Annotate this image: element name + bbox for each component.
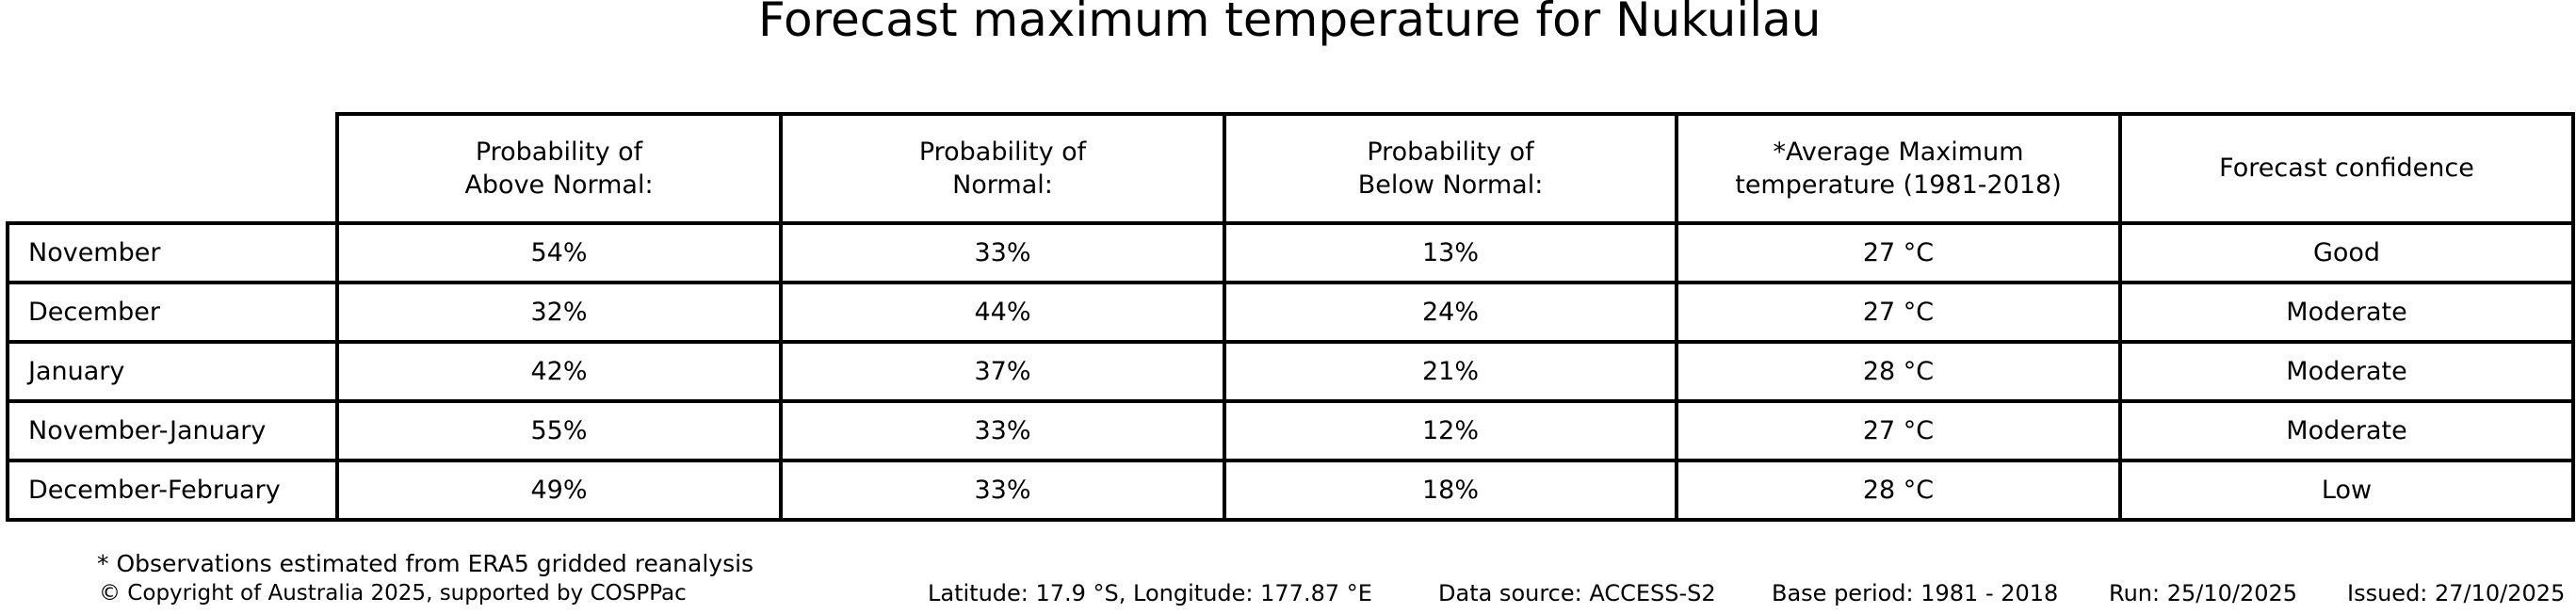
header-cell-forecast-confidence: Forecast confidence	[2118, 112, 2575, 225]
table-header: Probability of Above Normal: Probability…	[8, 112, 2575, 225]
header-line: Probability of	[1367, 137, 1534, 167]
normal-cell: 33%	[779, 221, 1226, 284]
average-max-temp-cell: 28 °C	[1675, 340, 2122, 403]
table-body: November 54% 33% 13% 27 °C Good December…	[6, 221, 2575, 522]
observations-footnote: * Observations estimated from ERA5 gridd…	[97, 550, 754, 577]
confidence-cell: Low	[2118, 459, 2575, 522]
above-normal-cell: 42%	[335, 340, 783, 403]
table-row-december-february: December-February 49% 33% 18% 28 °C Low	[6, 459, 2575, 522]
above-normal-cell: 32%	[335, 281, 783, 344]
normal-cell: 33%	[779, 399, 1226, 462]
table-row-november-january: November-January 55% 33% 12% 27 °C Moder…	[6, 399, 2575, 462]
header-line: Below Normal:	[1357, 170, 1544, 200]
header-cell-blank	[8, 114, 337, 223]
header-cell-below-normal: Probability of Below Normal:	[1223, 112, 1678, 225]
header-row: Probability of Above Normal: Probability…	[8, 112, 2575, 225]
header-cell-average-max-temp: *Average Maximum temperature (1981-2018)	[1675, 112, 2122, 225]
header-line: temperature (1981-2018)	[1735, 170, 2062, 200]
normal-cell: 44%	[779, 281, 1226, 344]
header-line: Probability of	[475, 137, 643, 167]
below-normal-cell: 13%	[1223, 221, 1678, 284]
header-line: *Average Maximum	[1773, 137, 2024, 167]
normal-cell: 33%	[779, 459, 1226, 522]
header-cell-normal: Probability of Normal:	[779, 112, 1226, 225]
header-line: Normal:	[952, 170, 1053, 200]
data-source-text: Data source: ACCESS-S2	[1438, 580, 1716, 606]
table-row-december: December 32% 44% 24% 27 °C Moderate	[6, 281, 2575, 344]
table-row-november: November 54% 33% 13% 27 °C Good	[6, 221, 2575, 284]
period-cell: November	[6, 221, 339, 284]
page-title: Forecast maximum temperature for Nukuila…	[758, 0, 1822, 47]
run-date-text: Run: 25/10/2025	[2109, 580, 2298, 606]
period-cell: November-January	[6, 399, 339, 462]
average-max-temp-cell: 27 °C	[1675, 399, 2122, 462]
period-cell: December-February	[6, 459, 339, 522]
above-normal-cell: 49%	[335, 459, 783, 522]
above-normal-cell: 55%	[335, 399, 783, 462]
forecast-table: Probability of Above Normal: Probability…	[6, 112, 2575, 522]
below-normal-cell: 12%	[1223, 399, 1678, 462]
header-line: Probability of	[918, 137, 1087, 167]
confidence-cell: Moderate	[2118, 340, 2575, 403]
header-cell-above-normal: Probability of Above Normal:	[335, 112, 783, 225]
below-normal-cell: 18%	[1223, 459, 1678, 522]
base-period-text: Base period: 1981 - 2018	[1772, 580, 2059, 606]
average-max-temp-cell: 27 °C	[1675, 281, 2122, 344]
above-normal-cell: 54%	[335, 221, 783, 284]
lat-long-text: Latitude: 17.9 °S, Longitude: 177.87 °E	[928, 580, 1372, 606]
issued-date-text: Issued: 27/10/2025	[2347, 580, 2566, 606]
copyright-text: © Copyright of Australia 2025, supported…	[99, 581, 687, 606]
header-line: Above Normal:	[464, 170, 654, 200]
header-line: Forecast confidence	[2219, 154, 2474, 184]
below-normal-cell: 24%	[1223, 281, 1678, 344]
table-row-january: January 42% 37% 21% 28 °C Moderate	[6, 340, 2575, 403]
below-normal-cell: 21%	[1223, 340, 1678, 403]
confidence-cell: Moderate	[2118, 399, 2575, 462]
confidence-cell: Moderate	[2118, 281, 2575, 344]
confidence-cell: Good	[2118, 221, 2575, 284]
average-max-temp-cell: 27 °C	[1675, 221, 2122, 284]
normal-cell: 37%	[779, 340, 1226, 403]
period-cell: December	[6, 281, 339, 344]
period-cell: January	[6, 340, 339, 403]
average-max-temp-cell: 28 °C	[1675, 459, 2122, 522]
